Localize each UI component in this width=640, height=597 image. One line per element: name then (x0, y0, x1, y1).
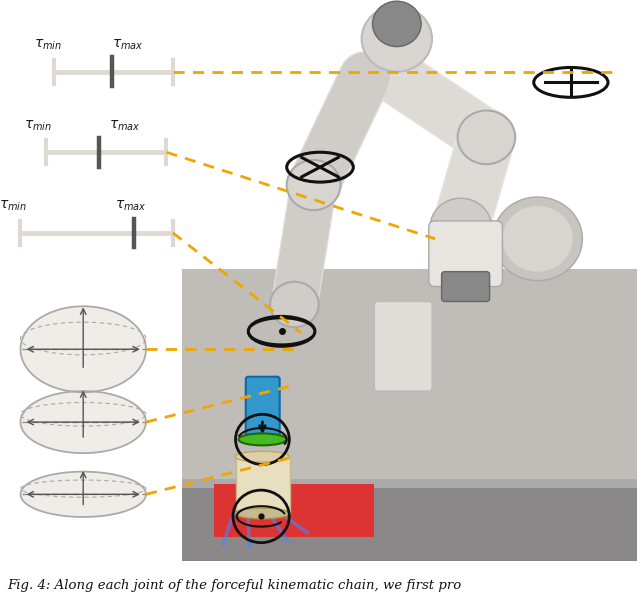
Text: $\tau_{max}$: $\tau_{max}$ (109, 118, 141, 133)
FancyBboxPatch shape (429, 221, 502, 287)
FancyBboxPatch shape (236, 457, 290, 513)
Ellipse shape (20, 306, 146, 392)
Ellipse shape (238, 433, 287, 445)
Circle shape (458, 110, 515, 164)
FancyBboxPatch shape (182, 18, 637, 269)
FancyBboxPatch shape (246, 377, 280, 441)
Ellipse shape (236, 451, 289, 462)
Circle shape (362, 6, 432, 72)
Text: $\tau_{min}$: $\tau_{min}$ (24, 118, 52, 133)
FancyBboxPatch shape (374, 301, 432, 391)
Circle shape (430, 198, 492, 256)
Circle shape (502, 206, 573, 272)
FancyBboxPatch shape (182, 269, 637, 561)
Ellipse shape (236, 508, 289, 519)
Text: Fig. 4: Along each joint of the forceful kinematic chain, we first pro: Fig. 4: Along each joint of the forceful… (8, 578, 462, 592)
Circle shape (287, 160, 340, 210)
FancyBboxPatch shape (214, 484, 374, 537)
Text: $\tau_{min}$: $\tau_{min}$ (0, 199, 27, 213)
Circle shape (270, 282, 319, 327)
Ellipse shape (20, 391, 146, 453)
FancyBboxPatch shape (182, 479, 637, 488)
Ellipse shape (20, 472, 146, 517)
Text: $\tau_{max}$: $\tau_{max}$ (112, 38, 144, 52)
Text: $\tau_{min}$: $\tau_{min}$ (34, 38, 62, 52)
Text: $\tau_{max}$: $\tau_{max}$ (115, 199, 147, 213)
FancyBboxPatch shape (182, 484, 637, 561)
Circle shape (493, 197, 582, 281)
FancyBboxPatch shape (442, 272, 490, 301)
Circle shape (372, 1, 421, 47)
